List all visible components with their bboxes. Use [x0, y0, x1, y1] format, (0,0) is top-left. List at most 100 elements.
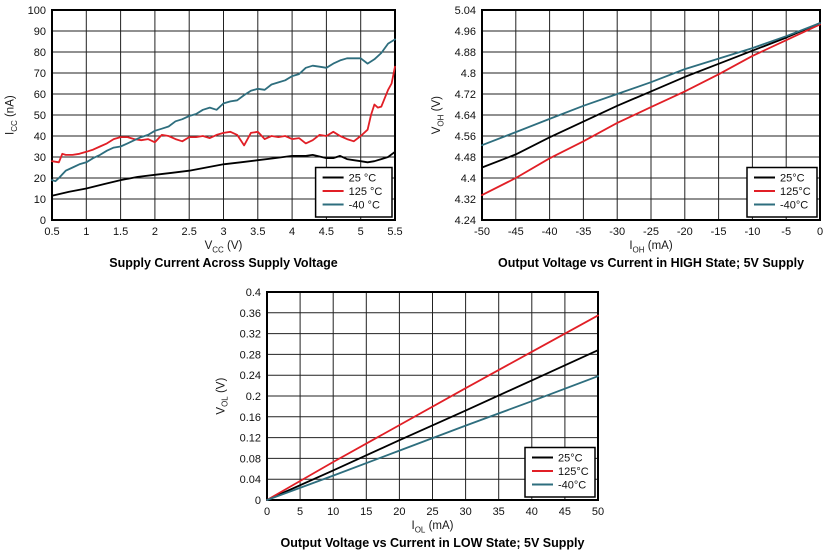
legend-label: 125°C — [558, 466, 589, 478]
y-tick-label: 50 — [34, 110, 46, 122]
y-tick-label: 0.12 — [240, 433, 261, 445]
y-tick-label: 4.8 — [461, 68, 476, 80]
series-line-125C — [51, 65, 396, 164]
x-tick-label: -5 — [781, 226, 791, 238]
y-tick-label: 4.72 — [455, 89, 476, 101]
y-tick-label: 40 — [34, 131, 46, 143]
x-tick-label: 15 — [360, 506, 372, 518]
x-tick-label: 45 — [559, 506, 571, 518]
legend-label: -40 °C — [349, 200, 380, 212]
legend-box — [314, 166, 393, 218]
y-tick-label: 100 — [28, 5, 46, 17]
x-tick-label: 0 — [817, 226, 823, 238]
series-line-125C — [481, 23, 821, 197]
x-tick-label: -10 — [744, 226, 760, 238]
series-line-25C — [51, 150, 396, 197]
legend-label: 25°C — [780, 173, 805, 185]
legend-box — [524, 446, 596, 498]
x-tick-label: 1.5 — [113, 226, 128, 238]
x-tick-label: 30 — [459, 506, 471, 518]
series-line-25C — [481, 22, 821, 169]
legend-label: -40°C — [780, 200, 808, 212]
x-tick-label: 50 — [592, 506, 604, 518]
y-tick-label: 90 — [34, 26, 46, 38]
x-tick-label: 25 — [426, 506, 438, 518]
y-tick-label: 0.2 — [246, 391, 261, 403]
legend-label: 125 °C — [349, 186, 383, 198]
supply-current-chart: 0.5 1 1.5 2 2.5 3 3.5 4 4.5 5 5.5 0 10 20 30 40 50 60 70 80… — [0, 0, 420, 280]
y-tick-label: 80 — [34, 47, 46, 59]
y-tick-label: 0 — [40, 215, 46, 227]
x-tick-label: -50 — [474, 226, 490, 238]
x-axis-label: VCC (V) — [204, 240, 243, 255]
x-axis-label: IOH (mA) — [629, 240, 673, 255]
x-tick-label: -20 — [677, 226, 693, 238]
voh-plot: -50 -45 -40 -35 -30 -25 -20 -15 -10 -5 04.244.324.… — [455, 5, 823, 238]
plot-frame — [481, 9, 821, 221]
x-tick-label: 2.5 — [182, 226, 197, 238]
y-tick-label: 0.32 — [240, 329, 261, 341]
y-tick-label: 4.32 — [455, 194, 476, 206]
y-tick-label: 4.48 — [455, 152, 476, 164]
y-tick-label: 10 — [34, 194, 46, 206]
y-tick-label: 4.4 — [461, 173, 476, 185]
y-tick-label: 0.08 — [240, 453, 261, 465]
legend-label: 25°C — [558, 453, 583, 465]
vol-plot: 0 5 10 15 20 25 30 35 40 45 50 0 0.04 0.08 0.12 0.16 0.2… — [240, 287, 605, 518]
x-tick-label: 20 — [393, 506, 405, 518]
y-tick-label: 0.28 — [240, 349, 261, 361]
series-line--40C — [51, 38, 396, 183]
y-tick-label: 20 — [34, 173, 46, 185]
y-tick-label: 5.04 — [455, 5, 476, 17]
legend-label: 25 °C — [349, 173, 377, 185]
x-tick-label: 5 — [358, 226, 364, 238]
x-tick-label: 2 — [152, 226, 158, 238]
x-tick-label: 1 — [83, 226, 89, 238]
plot-frame — [51, 9, 396, 221]
x-tick-label: 5 — [297, 506, 303, 518]
x-tick-label: -35 — [575, 226, 591, 238]
y-tick-label: 4.24 — [455, 215, 476, 227]
series-line-25C — [266, 349, 599, 501]
x-tick-label: 3.5 — [250, 226, 265, 238]
y-tick-label: 0 — [255, 495, 261, 507]
x-tick-label: -25 — [643, 226, 659, 238]
chart-title: Supply Current Across Supply Voltage — [109, 256, 338, 270]
x-tick-label: 0 — [264, 506, 270, 518]
x-tick-label: -30 — [609, 226, 625, 238]
y-tick-label: 4.64 — [455, 110, 476, 122]
voh-high-state-chart: -50 -45 -40 -35 -30 -25 -20 -15 -10 -5 0 4.24 4.32 4.… — [420, 0, 835, 280]
legend-label: -40°C — [558, 480, 586, 492]
y-tick-label: 4.96 — [455, 26, 476, 38]
vol-low-state-chart: 0 5 10 15 20 25 30 35 40 45 50 0 0.04 0.08 0.12 0.16 0.2… — [210, 280, 630, 559]
series-line-125C — [266, 314, 599, 501]
y-tick-label: 60 — [34, 89, 46, 101]
supply-current-plot: 0.5 1 1.5 2 2.5 3 3.5 4 4.5 5 5.5 0 10 20 30 40 50 60 70 80… — [28, 5, 403, 238]
x-tick-label: 3 — [220, 226, 226, 238]
chart-title: Output Voltage vs Current in LOW State; … — [280, 536, 585, 550]
x-tick-label: 10 — [327, 506, 339, 518]
y-tick-label: 0.36 — [240, 308, 261, 320]
y-tick-label: 0.04 — [240, 474, 261, 486]
y-tick-label: 4.88 — [455, 47, 476, 59]
y-tick-label: 0.24 — [240, 370, 261, 382]
x-tick-label: -45 — [508, 226, 524, 238]
x-tick-label: 0.5 — [44, 226, 59, 238]
x-tick-label: 35 — [493, 506, 505, 518]
x-axis-label: IOL (mA) — [411, 520, 454, 535]
series-line--40C — [266, 375, 599, 501]
y-tick-label: 70 — [34, 68, 46, 80]
x-tick-label: 4.5 — [319, 226, 334, 238]
legend-box — [746, 166, 818, 218]
y-tick-label: 0.4 — [246, 287, 261, 299]
chart-title: Output Voltage vs Current in HIGH State;… — [497, 256, 805, 270]
x-tick-label: 40 — [526, 506, 538, 518]
x-tick-label: -40 — [542, 226, 558, 238]
x-tick-label: 5.5 — [387, 226, 402, 238]
x-tick-label: 4 — [289, 226, 295, 238]
legend-label: 125°C — [780, 186, 811, 198]
y-tick-label: 0.16 — [240, 412, 261, 424]
